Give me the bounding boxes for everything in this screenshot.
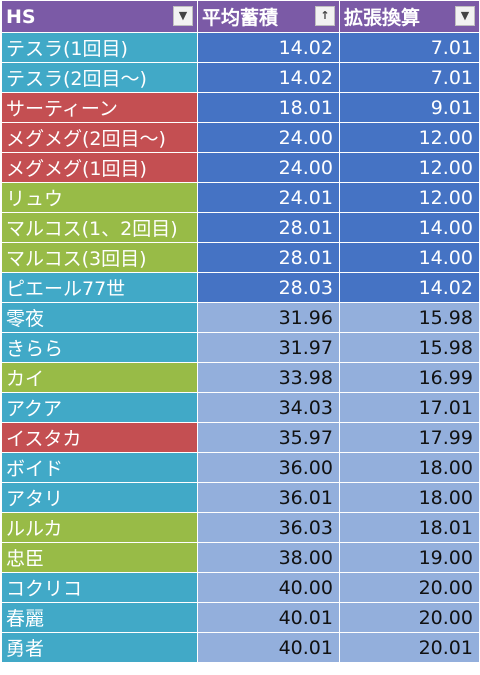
avg-value-cell[interactable]: 28.03 [197,272,340,303]
avg-value-cell[interactable]: 31.97 [197,332,340,363]
hs-name-cell[interactable]: テスラ(1回目) [1,32,198,63]
column-header-hs-label: HS [6,5,36,28]
avg-value-cell[interactable]: 14.02 [197,62,340,93]
avg-value-cell[interactable]: 28.01 [197,242,340,273]
ext-value-cell[interactable]: 17.01 [339,392,480,423]
hs-name-cell[interactable]: ルルカ [1,512,198,543]
hs-name-cell[interactable]: アタリ [1,482,198,513]
ext-value-cell[interactable]: 12.00 [339,182,480,213]
ext-value-cell[interactable]: 17.99 [339,422,480,453]
hs-name-cell[interactable]: マルコス(3回目) [1,242,198,273]
column-header-avg-label: 平均蓄積 [202,7,279,29]
hs-name-cell[interactable]: ピエール77世 [1,272,198,303]
avg-value-cell[interactable]: 35.97 [197,422,340,453]
hs-name-cell[interactable]: サーティーン [1,92,198,123]
avg-value-cell[interactable]: 36.01 [197,482,340,513]
hs-name-cell[interactable]: マルコス(1、2回目) [1,212,198,243]
ext-value-cell[interactable]: 20.01 [339,632,480,663]
ext-value-cell[interactable]: 12.00 [339,122,480,153]
avg-value-cell[interactable]: 36.00 [197,452,340,483]
avg-value-cell[interactable]: 40.00 [197,572,340,603]
ext-value-cell[interactable]: 7.01 [339,32,480,63]
table-row: イスタカ 35.97 17.99 [1,422,480,453]
ext-value-cell[interactable]: 14.00 [339,212,480,243]
avg-value-cell[interactable]: 36.03 [197,512,340,543]
table-row: きらら 31.97 15.98 [1,332,480,363]
avg-value-cell[interactable]: 24.01 [197,182,340,213]
avg-value-cell[interactable]: 40.01 [197,632,340,663]
table-row: ルルカ 36.03 18.01 [1,512,480,543]
ext-value-cell[interactable]: 20.00 [339,602,480,633]
ext-value-cell[interactable]: 15.98 [339,332,480,363]
table-row: テスラ(2回目～) 14.02 7.01 [1,62,480,93]
column-header-ext[interactable]: 拡張換算 ▼ [339,0,480,33]
filter-dropdown-icon[interactable]: ▼ [173,6,193,26]
avg-value-cell[interactable]: 14.02 [197,32,340,63]
table-row: コクリコ 40.00 20.00 [1,572,480,603]
avg-value-cell[interactable]: 34.03 [197,392,340,423]
ext-value-cell[interactable]: 14.02 [339,272,480,303]
ext-value-cell[interactable]: 15.98 [339,302,480,333]
column-header-ext-label: 拡張換算 [344,7,421,29]
ext-value-cell[interactable]: 20.00 [339,572,480,603]
hs-name-cell[interactable]: コクリコ [1,572,198,603]
avg-value-cell[interactable]: 18.01 [197,92,340,123]
avg-value-cell[interactable]: 40.01 [197,602,340,633]
filter-dropdown-icon[interactable]: ▼ [455,6,475,26]
ext-value-cell[interactable]: 18.00 [339,482,480,513]
table-row: サーティーン 18.01 9.01 [1,92,480,123]
ext-value-cell[interactable]: 14.00 [339,242,480,273]
hs-name-cell[interactable]: ボイド [1,452,198,483]
table-row: メグメグ(2回目～) 24.00 12.00 [1,122,480,153]
column-header-avg[interactable]: 平均蓄積 ↑ [197,0,340,33]
table-row: アタリ 36.01 18.00 [1,482,480,513]
table-row: マルコス(3回目) 28.01 14.00 [1,242,480,273]
avg-value-cell[interactable]: 28.01 [197,212,340,243]
avg-value-cell[interactable]: 38.00 [197,542,340,573]
table-body: テスラ(1回目) 14.02 7.01 テスラ(2回目～) 14.02 7.01 サーティー… [1,32,480,663]
hs-name-cell[interactable]: リュウ [1,182,198,213]
ext-value-cell[interactable]: 12.00 [339,152,480,183]
table-row: 零夜 31.96 15.98 [1,302,480,333]
hs-name-cell[interactable]: アクア [1,392,198,423]
hs-name-cell[interactable]: きらら [1,332,198,363]
hs-name-cell[interactable]: メグメグ(1回目) [1,152,198,183]
avg-value-cell[interactable]: 24.00 [197,152,340,183]
hs-name-cell[interactable]: メグメグ(2回目～) [1,122,198,153]
ext-value-cell[interactable]: 9.01 [339,92,480,123]
sort-ascending-icon[interactable]: ↑ [315,6,335,26]
ext-value-cell[interactable]: 16.99 [339,362,480,393]
table-row: ボイド 36.00 18.00 [1,452,480,483]
table-row: 勇者 40.01 20.01 [1,632,480,663]
hs-name-cell[interactable]: 春麗 [1,602,198,633]
hs-name-cell[interactable]: カイ [1,362,198,393]
table-row: 忠臣 38.00 19.00 [1,542,480,573]
ext-value-cell[interactable]: 7.01 [339,62,480,93]
ext-value-cell[interactable]: 19.00 [339,542,480,573]
hs-name-cell[interactable]: 忠臣 [1,542,198,573]
ext-value-cell[interactable]: 18.01 [339,512,480,543]
ext-value-cell[interactable]: 18.00 [339,452,480,483]
table-row: アクア 34.03 17.01 [1,392,480,423]
avg-value-cell[interactable]: 24.00 [197,122,340,153]
column-header-hs[interactable]: HS ▼ [1,0,198,33]
table-header: HS ▼ 平均蓄積 ↑ 拡張換算 ▼ [1,0,480,33]
table-row: ピエール77世 28.03 14.02 [1,272,480,303]
hs-name-cell[interactable]: 零夜 [1,302,198,333]
avg-value-cell[interactable]: 33.98 [197,362,340,393]
table-row: カイ 33.98 16.99 [1,362,480,393]
table-row: テスラ(1回目) 14.02 7.01 [1,32,480,63]
hs-name-cell[interactable]: 勇者 [1,632,198,663]
table-row: リュウ 24.01 12.00 [1,182,480,213]
table-row: マルコス(1、2回目) 28.01 14.00 [1,212,480,243]
table-row: メグメグ(1回目) 24.00 12.00 [1,152,480,183]
hs-name-cell[interactable]: イスタカ [1,422,198,453]
avg-value-cell[interactable]: 31.96 [197,302,340,333]
hs-name-cell[interactable]: テスラ(2回目～) [1,62,198,93]
table-row: 春麗 40.01 20.00 [1,602,480,633]
header-row: HS ▼ 平均蓄積 ↑ 拡張換算 ▼ [1,0,480,33]
